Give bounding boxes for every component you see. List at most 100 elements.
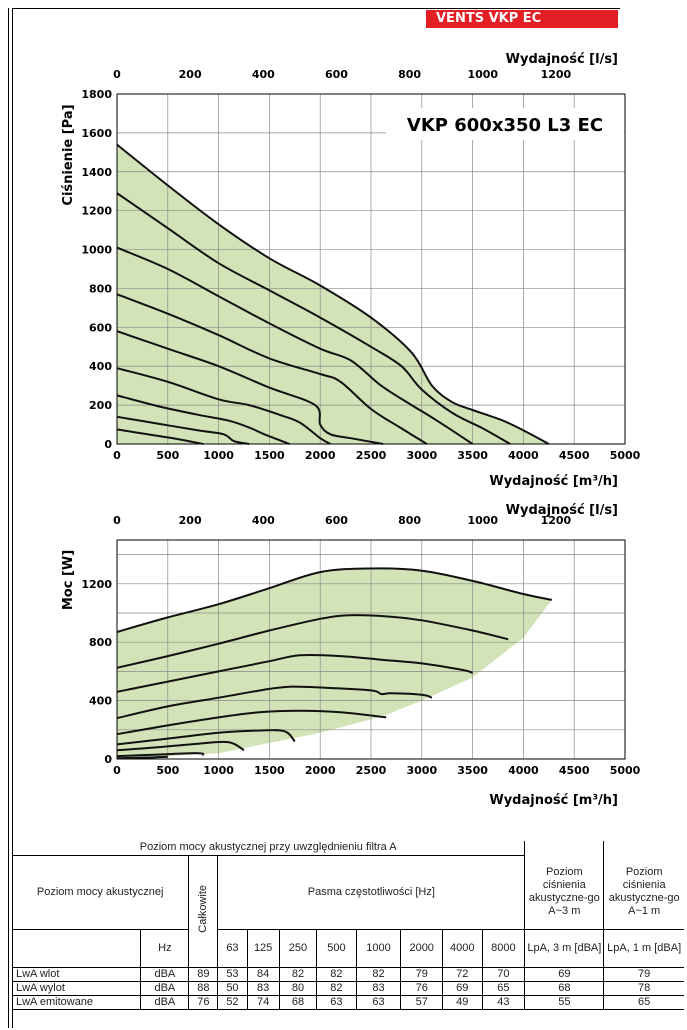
table-cell: 82: [355, 966, 402, 982]
table-cell: dBA: [140, 980, 190, 996]
power-x-tick-label: 4000: [508, 764, 539, 777]
table-cell: 68: [524, 980, 605, 996]
pressure-curve-5: [116, 330, 384, 445]
table-cell: 79: [603, 966, 684, 982]
power-chart: Wydajność [l/s] Moc [W] Wydajność [m³/h]…: [61, 503, 641, 808]
table-cell: 83: [355, 980, 402, 996]
table-bands-header: Pasma częstotliwości [Hz]: [217, 854, 526, 930]
table-cell: 63: [355, 994, 402, 1010]
power-curve-9: [116, 755, 168, 760]
pressure-x-tick-label: 5000: [610, 449, 641, 462]
table-cell: 65: [603, 994, 684, 1010]
table-cell: dBA: [140, 966, 190, 982]
power-curve-5: [116, 709, 387, 736]
pressure-curve-9: [116, 428, 204, 445]
pressure-curve-1: [116, 143, 550, 445]
row-name-cell: LwA wlot: [12, 966, 142, 982]
power-curve-8: [116, 752, 205, 758]
pressure-chart-y-axis-label: Ciśnienie [Pa]: [61, 104, 76, 205]
pressure-y-tick-label: 800: [89, 282, 112, 295]
table-cell: 82: [278, 966, 318, 982]
power-top-tick-label: 400: [252, 514, 275, 527]
power-x-tick-label: 2000: [305, 764, 336, 777]
power-chart-y-axis-label: Moc [W]: [61, 550, 76, 610]
pressure-top-tick-label: 600: [325, 68, 348, 81]
table-cell: 68: [278, 994, 318, 1010]
pressure-x-tick-label: 2000: [305, 449, 336, 462]
pressure-x-tick-label: 500: [156, 449, 179, 462]
table-cell: 55: [524, 994, 605, 1010]
power-curve-7: [116, 740, 245, 752]
table-cell: 57: [400, 994, 443, 1010]
power-curve-3: [116, 653, 473, 693]
pressure-top-tick-label: 1200: [541, 68, 572, 81]
band-header: 250: [278, 928, 318, 968]
table-row-header: Poziom mocy akustycznej: [12, 854, 190, 930]
brand-banner: VENTS VKP EC: [426, 10, 618, 28]
table-pressure3-header: Poziom ciśnienia akustyczne-go A~3 m: [524, 855, 605, 930]
pressure-y-tick-label: 200: [89, 399, 112, 412]
pressure-y-tick-label: 1000: [81, 244, 112, 257]
pressure-x-tick-label: 0: [113, 449, 121, 462]
pressure-curve-3: [116, 246, 474, 445]
power-x-tick-label: 3500: [457, 764, 488, 777]
row-name-cell: LwA wylot: [12, 980, 142, 996]
power-top-tick-label: 1200: [541, 514, 572, 527]
table-cell: 63: [316, 994, 357, 1010]
table-cell: dBA: [140, 994, 190, 1010]
pressure-y-tick-label: 400: [89, 360, 112, 373]
power-curve-4: [116, 685, 433, 720]
table-cell: 76: [188, 994, 219, 1010]
pressure-x-tick-label: 1500: [254, 449, 285, 462]
band-header: 8000: [481, 928, 526, 968]
power-x-tick-label: 5000: [610, 764, 641, 777]
lpa3-header: LpA, 3 m [dBA]: [524, 928, 605, 968]
pressure-curve-7: [116, 394, 291, 445]
pressure-y-tick-label: 1800: [81, 88, 112, 101]
table-caption-blank-1m: [603, 841, 684, 855]
power-curve-1: [116, 567, 553, 633]
power-x-tick-label: 1000: [203, 764, 234, 777]
table-cell: 88: [188, 980, 219, 996]
power-x-tick-label: 500: [156, 764, 179, 777]
pressure-y-tick-label: 1400: [81, 166, 112, 179]
pressure-y-tick-label: 600: [89, 321, 112, 334]
table-hz-header: Hz: [140, 928, 190, 968]
table-cell: 82: [316, 980, 357, 996]
power-x-tick-label: 4500: [559, 764, 590, 777]
table-cell: 52: [217, 994, 248, 1010]
pressure-y-tick-label: 1200: [81, 205, 112, 218]
band-header: 125: [246, 928, 280, 968]
top-border-line: [12, 8, 620, 9]
table-row: LwA wlot dBA 89 53 84 82 82 82 79 72 70 69 79: [12, 966, 684, 982]
pressure-curve-4: [116, 293, 428, 445]
pressure-top-tick-label: 200: [179, 68, 202, 81]
pressure-top-tick-label: 0: [113, 68, 121, 81]
table-cell: 83: [246, 980, 280, 996]
table-caption-blank-3m: [524, 841, 605, 855]
power-y-tick-label: 400: [89, 695, 112, 708]
pressure-curve-8: [116, 415, 250, 445]
band-header: 4000: [442, 928, 483, 968]
pressure-x-tick-label: 2500: [356, 449, 387, 462]
left-border-line: [8, 8, 9, 1028]
band-header: 2000: [400, 928, 443, 968]
pressure-top-tick-label: 1000: [467, 68, 498, 81]
pressure-curve-6: [116, 367, 331, 445]
table-cell: 82: [316, 966, 357, 982]
pressure-chart-bottom-axis-label: Wydajność [m³/h]: [489, 474, 618, 489]
power-operating-area: [117, 568, 552, 759]
pressure-chart-title-box: [386, 108, 624, 140]
power-y-tick-label: 0: [104, 753, 112, 766]
table-cell: 43: [481, 994, 526, 1010]
power-top-tick-label: 1000: [467, 514, 498, 527]
power-y-tick-label: 800: [89, 636, 112, 649]
pressure-operating-area: [117, 144, 549, 444]
power-top-tick-label: 200: [179, 514, 202, 527]
pressure-y-tick-label: 0: [104, 438, 112, 451]
power-chart-bottom-axis-label: Wydajność [m³/h]: [489, 793, 618, 808]
power-y-tick-label: 1200: [81, 578, 112, 591]
acoustic-table: Poziom mocy akustycznej przy uwzględnien…: [12, 841, 684, 1010]
lpa1-header: LpA, 1 m [dBA]: [603, 928, 684, 968]
